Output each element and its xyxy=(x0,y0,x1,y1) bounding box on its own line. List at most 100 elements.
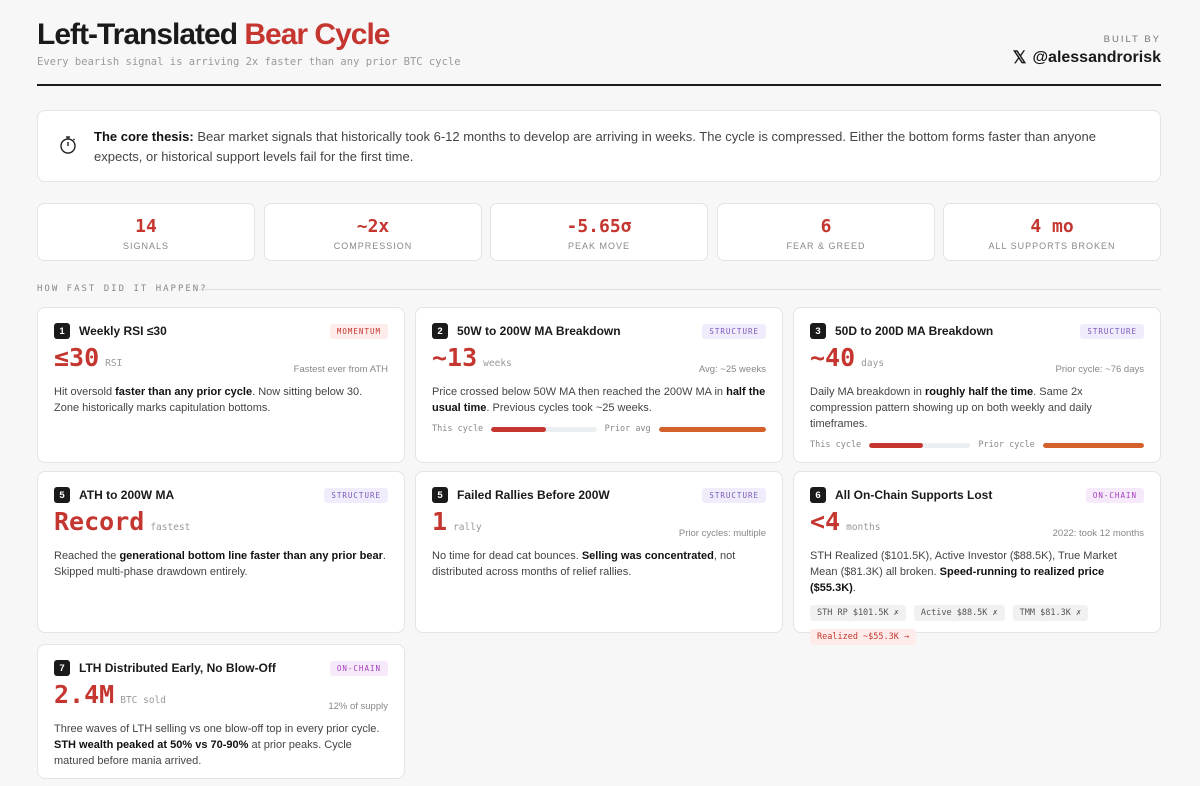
card-title: 50W to 200W MA Breakdown xyxy=(457,324,621,338)
metric-context: Avg: ~25 weeks xyxy=(698,364,766,375)
metric-number: 2.4M xyxy=(54,680,115,709)
bar-label-this-cycle: This cycle xyxy=(432,424,484,434)
signal-card-50d-200d: 3 50D to 200D MA Breakdown STRUCTURE ~40 da… xyxy=(793,307,1161,463)
stat-value: 14 xyxy=(135,216,157,237)
signal-card-lth-distribution: 7 LTH Distributed Early, No Blow-Off ON-CH… xyxy=(37,644,405,779)
metric-number: ≤30 xyxy=(54,343,100,372)
metric-number: ~13 xyxy=(432,343,478,372)
card-number: 5 xyxy=(432,487,448,503)
category-tag: STRUCTURE xyxy=(324,487,388,503)
card-number: 7 xyxy=(54,660,70,676)
stat-label: FEAR & GREED xyxy=(786,241,866,251)
signal-card-50w-200w: 2 50W to 200W MA Breakdown STRUCTURE ~13 we… xyxy=(415,307,783,463)
card-description: Reached the generational bottom line fas… xyxy=(54,550,386,578)
metric-unit: BTC sold xyxy=(120,695,166,706)
handle-text: @alessandrorisk xyxy=(1032,49,1161,66)
thesis-card: The core thesis: Bear market signals tha… xyxy=(37,110,1161,182)
card-description: STH Realized ($101.5K), Active Investor … xyxy=(810,550,1117,594)
title-main: Left-Translated xyxy=(37,18,238,51)
chip-tmm: TMM $81.3K ✗ xyxy=(1012,605,1089,621)
bar-fill xyxy=(1042,442,1144,448)
card-number: 1 xyxy=(54,323,70,339)
x-logo-icon: 𝕏 xyxy=(1012,48,1027,67)
metric-context: 12% of supply xyxy=(328,701,388,712)
bar-label-this-cycle: This cycle xyxy=(810,440,862,450)
stat-fear-greed: 6 FEAR & GREED xyxy=(717,203,935,261)
built-by-label: BUILT BY xyxy=(1103,34,1161,45)
comparison-bars: This cycle Prior cycle xyxy=(810,440,1144,450)
card-title: Failed Rallies Before 200W xyxy=(457,488,610,502)
card-description: Daily MA breakdown in roughly half the t… xyxy=(810,386,1092,430)
metric-value: 1 rally xyxy=(432,508,482,542)
metric-number: <4 xyxy=(810,507,841,536)
card-description: No time for dead cat bounces. Selling wa… xyxy=(432,550,736,578)
stat-value: ~2x xyxy=(356,216,390,237)
thesis-text: The core thesis: Bear market signals tha… xyxy=(94,127,1144,167)
bar-this-cycle xyxy=(869,442,971,448)
card-description: Three waves of LTH selling vs one blow-o… xyxy=(54,723,380,767)
metric-unit: weeks xyxy=(483,358,512,369)
stat-value: -5.65σ xyxy=(566,216,632,237)
stat-label: COMPRESSION xyxy=(333,241,413,251)
bar-fill xyxy=(491,426,546,432)
chip-active: Active $88.5K ✗ xyxy=(913,605,1005,621)
stat-label: ALL SUPPORTS BROKEN xyxy=(988,241,1116,251)
card-title: Weekly RSI ≤30 xyxy=(79,324,167,338)
metric-value: ~13 weeks xyxy=(432,344,512,378)
stat-compression: ~2x COMPRESSION xyxy=(264,203,482,261)
category-tag: MOMENTUM xyxy=(329,323,388,339)
stats-row: 14 SIGNALS ~2x COMPRESSION -5.65σ PEAK MOVE… xyxy=(37,203,1161,261)
category-tag: STRUCTURE xyxy=(702,323,766,339)
category-tag: STRUCTURE xyxy=(1080,323,1144,339)
bar-prior xyxy=(658,426,766,432)
chip-sth-rp: STH RP $101.5K ✗ xyxy=(810,605,906,621)
card-title: All On-Chain Supports Lost xyxy=(835,488,993,502)
metric-unit: fastest xyxy=(150,522,191,533)
metric-context: Prior cycle: ~76 days xyxy=(1055,364,1144,375)
chip-realized: Realized ~$55.3K → xyxy=(810,629,917,645)
category-tag: ON-CHAIN xyxy=(329,660,388,676)
section-divider xyxy=(199,289,1161,290)
bar-fill xyxy=(658,426,766,432)
card-title: 50D to 200D MA Breakdown xyxy=(835,324,994,338)
card-title: ATH to 200W MA xyxy=(79,488,175,502)
metric-value: Record fastest xyxy=(54,508,190,542)
stat-supports-broken: 4 mo ALL SUPPORTS BROKEN xyxy=(943,203,1161,261)
metric-number: 1 xyxy=(432,507,448,536)
section-header: HOW FAST DID IT HAPPEN? xyxy=(37,284,1161,296)
section-label: HOW FAST DID IT HAPPEN? xyxy=(37,284,208,294)
stat-label: SIGNALS xyxy=(122,241,169,251)
metric-value: <4 months xyxy=(810,508,880,542)
stopwatch-icon xyxy=(60,136,76,154)
signal-card-ath-200w: 5 ATH to 200W MA STRUCTURE Record fastest R… xyxy=(37,471,405,633)
metric-context: 2022: took 12 months xyxy=(1052,528,1144,539)
metric-unit: rally xyxy=(453,522,482,533)
author-handle[interactable]: 𝕏 @alessandrorisk xyxy=(1013,48,1161,68)
category-tag: STRUCTURE xyxy=(702,487,766,503)
page-subtitle: Every bearish signal is arriving 2x fast… xyxy=(37,56,461,68)
thesis-body: Bear market signals that historically to… xyxy=(94,129,1096,164)
metric-value: 2.4M BTC sold xyxy=(54,681,166,715)
support-level-chips: STH RP $101.5K ✗ Active $88.5K ✗ TMM $81… xyxy=(810,605,1144,645)
signal-card-onchain-supports: 6 All On-Chain Supports Lost ON-CHAIN <4 mo… xyxy=(793,471,1161,645)
title-accent: Bear Cycle xyxy=(244,18,390,51)
metric-unit: RSI xyxy=(105,358,123,369)
metric-value: ~40 days xyxy=(810,344,884,378)
page-header: Left-Translated Bear Cycle Every bearish… xyxy=(37,18,1161,86)
card-number: 6 xyxy=(810,487,826,503)
stat-peak-move: -5.65σ PEAK MOVE xyxy=(490,203,708,261)
metric-unit: days xyxy=(861,358,885,369)
card-number: 5 xyxy=(54,487,70,503)
metric-value: ≤30 RSI xyxy=(54,344,122,378)
comparison-bars: This cycle Prior avg xyxy=(432,424,766,434)
bar-prior xyxy=(1042,442,1144,448)
signal-card-failed-rallies: 5 Failed Rallies Before 200W STRUCTURE 1 ra… xyxy=(415,471,783,633)
card-number: 3 xyxy=(810,323,826,339)
metric-context: Prior cycles: multiple xyxy=(678,528,766,539)
card-description: Hit oversold faster than any prior cycle… xyxy=(54,386,363,414)
metric-unit: months xyxy=(846,522,881,533)
stat-signals: 14 SIGNALS xyxy=(37,203,255,261)
metric-number: ~40 xyxy=(810,343,856,372)
bar-this-cycle xyxy=(491,426,597,432)
bar-fill xyxy=(869,442,923,448)
